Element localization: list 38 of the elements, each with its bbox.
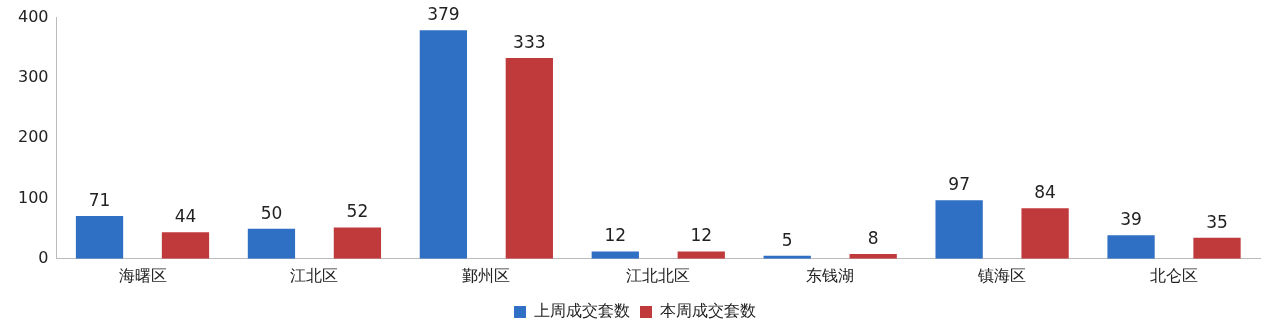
data-label: 333: [513, 31, 546, 52]
bar: [75, 215, 124, 259]
x-tick-label: 海曙区: [118, 265, 167, 285]
y-tick-label: 0: [38, 247, 49, 267]
data-label: 8: [867, 227, 879, 248]
bar: [1021, 208, 1069, 259]
y-tick-label: 300: [17, 67, 49, 87]
data-label: 84: [1034, 182, 1056, 203]
data-label: 52: [346, 201, 369, 222]
data-label: 12: [690, 225, 713, 246]
data-label: 71: [88, 189, 111, 210]
y-tick-label: 100: [17, 187, 49, 207]
x-tick-label: 东钱湖: [806, 265, 855, 285]
legend-label: 本周成交套数: [660, 301, 756, 321]
data-label: 97: [948, 174, 970, 195]
y-tick-label: 400: [17, 6, 49, 26]
bar: [1193, 237, 1241, 259]
x-tick-label: 镇海区: [977, 265, 1027, 285]
data-label: 35: [1206, 211, 1228, 232]
legend-label: 上周成交套数: [534, 301, 630, 321]
x-tick-label: 鄞州区: [462, 265, 511, 285]
x-tick-label: 江北北区: [626, 265, 691, 285]
bar: [333, 227, 382, 259]
bar: [505, 58, 553, 259]
data-label: 50: [260, 202, 283, 223]
x-tick-label: 北仑区: [1150, 265, 1199, 285]
bar: [935, 200, 983, 259]
x-tick-label: 江北区: [290, 265, 339, 285]
bar: [161, 232, 210, 259]
data-label: 39: [1120, 209, 1142, 230]
data-label: 44: [174, 206, 197, 227]
data-label: 12: [604, 225, 627, 246]
data-label: 5: [781, 229, 793, 250]
y-tick-label: 200: [17, 127, 49, 147]
bar: [1107, 235, 1155, 259]
bar: [419, 30, 468, 259]
data-label: 379: [427, 4, 460, 25]
bar: [247, 228, 296, 259]
